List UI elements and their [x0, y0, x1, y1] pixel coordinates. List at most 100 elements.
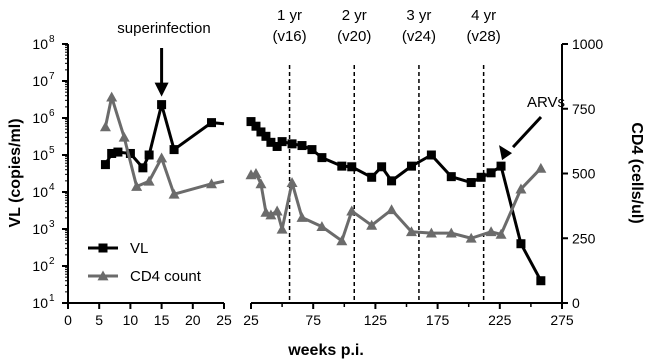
x-tick-label: 125	[364, 312, 388, 328]
x-tick-label: 15	[154, 312, 170, 328]
cd4-point	[250, 168, 262, 178]
series-layer	[99, 91, 547, 286]
reference-label-top: 4 yr	[471, 7, 496, 24]
vl-point	[317, 153, 327, 163]
vl-point	[138, 163, 148, 173]
y-axis-left-title: VL (copies/ml)	[7, 118, 24, 227]
reference-label-bottom: (v28)	[467, 28, 501, 45]
cd4-point	[535, 162, 547, 173]
reference-label-bottom: (v24)	[402, 28, 436, 45]
cd4-point	[405, 226, 417, 237]
y-left-tick-exponent: 5	[49, 145, 55, 156]
x-tick-label: 20	[185, 312, 201, 328]
vl-point	[125, 148, 135, 158]
vl-point	[307, 145, 317, 155]
cd4-point	[99, 121, 111, 132]
vl-point	[476, 172, 486, 182]
series-cd4	[99, 91, 547, 246]
y-left-tick-exponent: 2	[49, 256, 55, 267]
y-left-tick-exponent: 8	[49, 34, 55, 45]
x-tick-label: 75	[305, 312, 321, 328]
cd4-point	[265, 209, 277, 220]
vl-point	[406, 161, 416, 171]
annotation-arrow-shaft	[511, 115, 543, 149]
reference-label-top: 1 yr	[277, 7, 302, 24]
y-right-tick-label: 0	[572, 295, 580, 311]
vl-point	[100, 160, 110, 170]
reference-label-top: 2 yr	[342, 7, 367, 24]
vl-point	[387, 176, 397, 186]
annotations: superinfection ARVs	[117, 20, 565, 161]
x-tick-label: 25	[216, 312, 232, 328]
y-left-tick-label: 10	[32, 110, 48, 126]
y-left-tick-exponent: 1	[49, 293, 55, 304]
y-left-tick-label: 10	[32, 147, 48, 163]
y-right-tick-label: 750	[572, 101, 596, 117]
vl-point	[261, 131, 271, 141]
cd4-point	[143, 175, 155, 186]
cd4-point	[168, 188, 180, 199]
vl-point	[277, 137, 287, 147]
reference-label-top: 3 yr	[406, 7, 431, 24]
y-left-tick-exponent: 6	[49, 108, 55, 119]
x-tick-label: 25	[243, 312, 259, 328]
x-axis-title: weeks p.i.	[287, 342, 364, 359]
cd4-point	[366, 219, 378, 230]
x-tick-label: 275	[550, 312, 574, 328]
vl-point	[377, 162, 387, 172]
vl-point	[446, 172, 456, 182]
vl-point	[496, 161, 506, 171]
vl-point	[367, 172, 377, 182]
y-left-tick-label: 10	[32, 258, 48, 274]
annotation-arrow-head	[499, 145, 513, 161]
cd4-point	[286, 177, 298, 187]
y-left-tick-label: 10	[32, 295, 48, 311]
y-left-tick-label: 10	[32, 73, 48, 89]
vl-point	[157, 100, 167, 110]
vl-point	[426, 150, 436, 160]
y-right-tick-label: 500	[572, 166, 596, 182]
vl-point	[144, 150, 154, 160]
y-axis-right-title: CD4 (cells/ul)	[628, 122, 645, 223]
cd4-point	[425, 227, 437, 238]
vl-point	[113, 147, 123, 157]
y-left-tick-exponent: 3	[49, 219, 55, 230]
vl-point	[98, 243, 108, 253]
cd4-point	[97, 270, 109, 281]
cd4-point	[495, 228, 507, 239]
legend-label: VL	[130, 240, 148, 257]
vl-point	[107, 148, 117, 158]
vl-point	[287, 139, 297, 149]
series-vl	[100, 100, 546, 286]
vl-point	[297, 141, 307, 151]
cd4-point	[106, 91, 118, 102]
cd4-point	[445, 227, 457, 238]
x-tick-label: 175	[426, 312, 450, 328]
cd4-point	[271, 205, 283, 216]
y-left-tick-exponent: 7	[49, 71, 55, 82]
reference-label-bottom: (v20)	[337, 28, 371, 45]
annotation-superinfection: superinfection	[117, 20, 210, 37]
vl-point	[266, 137, 276, 147]
vl-point	[486, 168, 496, 178]
reference-lines: 1 yr (v16) 2 yr (v20) 3 yr (v24) 4 yr (v28)	[272, 7, 501, 303]
vl-point	[169, 145, 179, 155]
legend-label: CD4 count	[130, 268, 202, 285]
annotation-arrow-head	[154, 82, 169, 97]
vl-point	[207, 118, 217, 128]
cd4-point	[515, 183, 527, 194]
x-tick-label: 225	[488, 312, 512, 328]
reference-label-bottom: (v16)	[272, 28, 306, 45]
cd4-point	[118, 131, 130, 142]
vl-point	[347, 162, 357, 172]
cd4-point	[346, 205, 358, 216]
cd4-point	[485, 226, 497, 237]
cd4-point	[255, 178, 267, 189]
vl-point	[251, 121, 261, 131]
cd4-point	[296, 212, 308, 222]
vl-point	[246, 117, 256, 127]
legend: VL CD4 count	[88, 240, 202, 285]
annotation-arvs: ARVs	[527, 94, 565, 111]
